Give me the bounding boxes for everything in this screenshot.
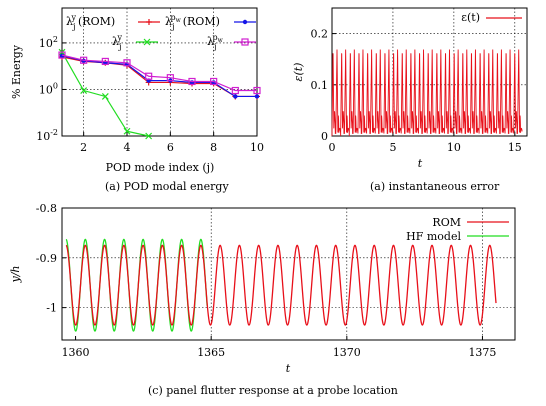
caption-instantaneous-error: (a) instantaneous error xyxy=(370,180,500,193)
flutter-y-axis-label: y/h xyxy=(9,265,22,283)
flutter-y-tick-label: -1 xyxy=(46,302,57,315)
pod-series-line xyxy=(61,55,257,98)
pod-y-tick-label: 100 xyxy=(39,81,58,96)
error-y-tick-label: 0.2 xyxy=(311,28,329,41)
caption-pod-energy: (a) POD modal energy xyxy=(105,180,229,193)
pod-point xyxy=(123,127,131,135)
pod-point xyxy=(58,51,66,59)
pod-point xyxy=(101,57,109,66)
flutter-x-tick-label: 1360 xyxy=(62,346,90,359)
pod-point xyxy=(233,94,238,99)
legend-label-epsilon: ε(t) xyxy=(461,11,480,24)
pod-point xyxy=(166,74,174,82)
flutter-x-tick-label: 1370 xyxy=(333,346,361,359)
legend-label-lambda-y-rom: λjy (ROM) xyxy=(66,13,115,31)
pod-point xyxy=(80,87,88,94)
pod-x-tick-label: 6 xyxy=(167,141,174,154)
pod-energy-chart: 2 4 6 8 10 10-2 100 102 λjy (ROM) λjy λjpw (ROM) … xyxy=(10,7,264,174)
error-x-tick-label: 15 xyxy=(508,141,522,154)
pod-x-tick-label: 2 xyxy=(80,141,87,154)
pod-point xyxy=(101,93,109,100)
pod-x-tick-label: 10 xyxy=(250,141,264,154)
error-x-tick-label: 10 xyxy=(447,141,461,154)
pod-point xyxy=(231,86,239,95)
legend-label-lambda-pw-rom: λjpw (ROM) xyxy=(165,13,220,31)
flutter-y-tick-label: -0.8 xyxy=(36,202,57,215)
error-series xyxy=(331,49,523,137)
error-x-axis-label: t xyxy=(418,157,423,170)
pod-legend: λjy (ROM) λjy λjpw (ROM) λjpw xyxy=(66,13,256,51)
pod-x-axis-label: POD mode index (j) xyxy=(106,161,215,174)
pod-y-tick-label: 102 xyxy=(39,35,58,50)
flutter-rom-line xyxy=(65,244,497,326)
pod-point xyxy=(210,77,218,86)
legend-label-rom: ROM xyxy=(432,216,461,229)
pod-x-tick-label: 4 xyxy=(124,141,131,154)
flutter-x-axis-label: t xyxy=(286,362,291,375)
error-x-tick-label: 0 xyxy=(329,141,336,154)
flutter-legend: ROM HF model xyxy=(406,216,509,243)
error-plot-frame xyxy=(331,7,528,137)
error-series-line xyxy=(331,49,523,137)
flutter-plot-frame xyxy=(61,207,516,341)
pod-y-axis-label: % Energy xyxy=(10,44,23,99)
pod-point xyxy=(80,56,88,64)
legend-label-lambda-y: λjy xyxy=(112,33,122,51)
error-y-axis-label: ε(t) xyxy=(292,63,305,82)
pod-point xyxy=(188,77,196,86)
caption-flutter-response: (c) panel flutter response at a probe lo… xyxy=(148,384,398,397)
pod-x-tick-label: 8 xyxy=(210,141,217,154)
error-y-tick-label: 0 xyxy=(321,130,328,143)
pod-point xyxy=(59,53,65,58)
legend-label-hf-model: HF model xyxy=(406,230,461,243)
pod-series xyxy=(58,19,261,140)
pod-series-line xyxy=(61,54,257,92)
pod-point xyxy=(253,86,261,95)
error-chart: 0 5 10 15 0 0.1 0.2 ε(t) ε(t) t xyxy=(292,7,528,170)
error-x-tick-label: 5 xyxy=(389,141,396,154)
error-legend: ε(t) xyxy=(461,11,522,24)
error-y-tick-label: 0.1 xyxy=(311,79,329,92)
pod-point xyxy=(123,59,131,67)
flutter-ticks: 1360 1365 1370 1375 -0.8 -0.9 -1 xyxy=(36,202,497,359)
error-ticks: 0 5 10 15 0 0.1 0.2 xyxy=(311,28,522,154)
flutter-chart: 1360 1365 1370 1375-0.8-0.9-1 ROM HF model … xyxy=(9,202,516,375)
pod-point xyxy=(254,94,260,99)
pod-plot-frame xyxy=(61,7,258,137)
flutter-series xyxy=(65,238,497,332)
legend-label-lambda-pw: λjpw xyxy=(207,33,224,51)
pod-point xyxy=(145,72,153,80)
flutter-x-tick-label: 1365 xyxy=(197,346,225,359)
flutter-y-tick-label: -0.9 xyxy=(36,252,57,265)
pod-y-tick-label: 10-2 xyxy=(36,128,58,143)
pod-point xyxy=(145,132,153,140)
flutter-x-tick-label: 1375 xyxy=(468,346,496,359)
